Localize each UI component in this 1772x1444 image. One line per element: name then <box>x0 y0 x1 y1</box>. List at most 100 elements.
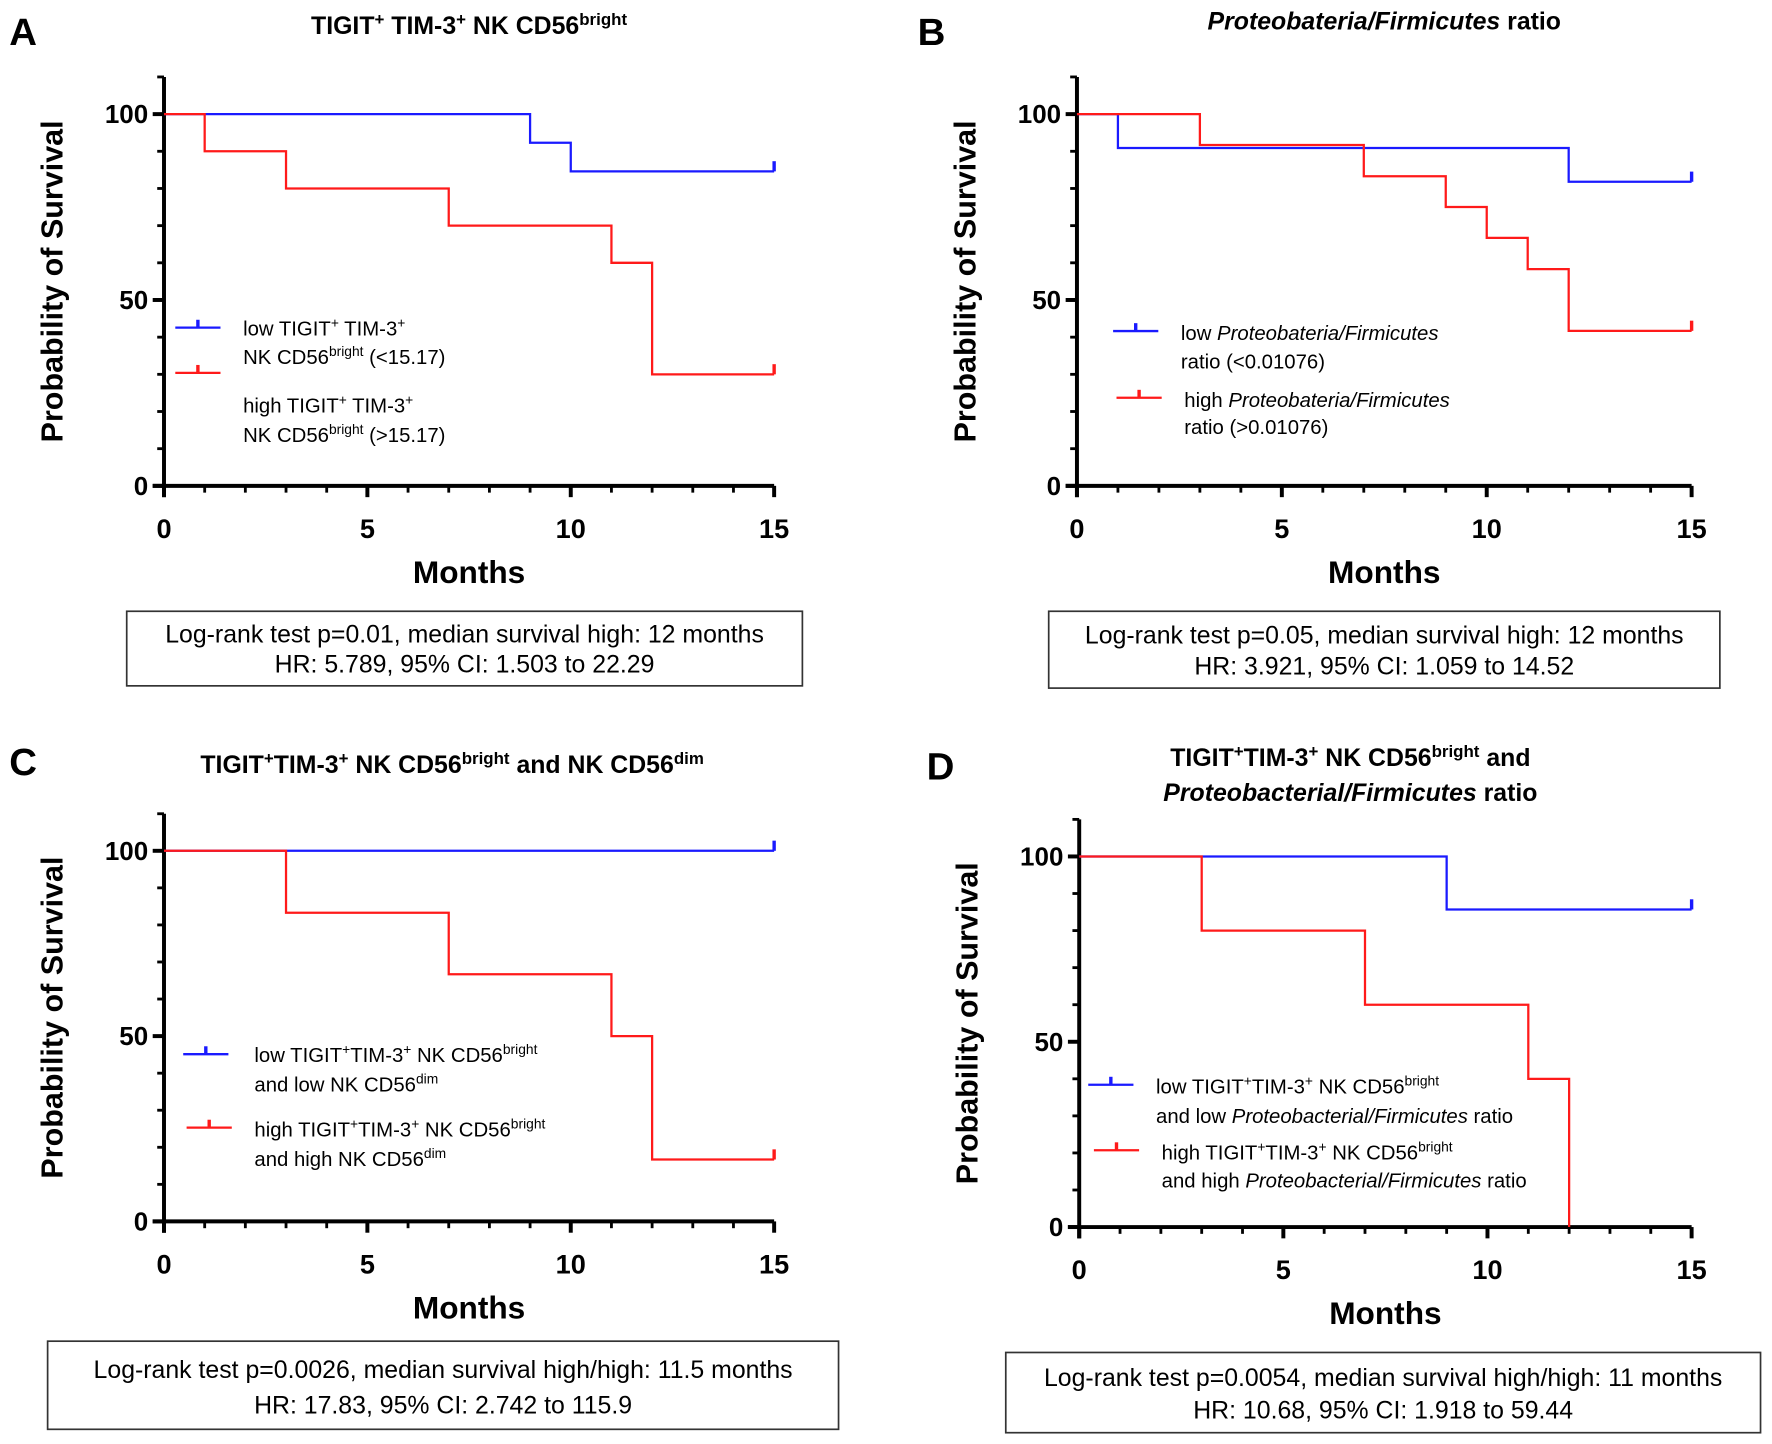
x-tick-label: 0 <box>156 513 171 544</box>
legend-label: low TIGIT+TIM-3+ NK CD56bright <box>254 1041 537 1067</box>
text-segment: and NK CD56 <box>510 752 674 779</box>
text-segment: ratio <box>1477 780 1538 807</box>
superscript: bright <box>1432 742 1480 761</box>
text-segment: high TIGIT <box>254 1120 350 1142</box>
legend-label: and high Proteobacterial/Firmicutes rati… <box>1162 1171 1527 1193</box>
superscript: + <box>375 9 385 28</box>
text-segment: high TIGIT <box>243 395 339 417</box>
stats-text: Log-rank test p=0.01, median survival hi… <box>165 622 764 649</box>
text-segment: TIM-3 <box>274 752 339 779</box>
superscript: + <box>331 315 339 331</box>
x-axis-label: Months <box>413 554 525 590</box>
stats-text: Log-rank test p=0.0026, median survival … <box>94 1357 793 1384</box>
superscript: dim <box>416 1070 438 1086</box>
stats-box <box>46 1340 840 1431</box>
text-segment: low TIGIT <box>1156 1077 1244 1099</box>
legend-label: high Proteobateria/Firmicutes <box>1184 390 1450 412</box>
text-segment: NK CD56 <box>411 1045 503 1067</box>
x-axis-label: Months <box>1328 554 1440 590</box>
legend-label: low Proteobateria/Firmicutes <box>1181 323 1439 345</box>
superscript: + <box>350 1116 358 1132</box>
chart-title: TIGIT+TIM-3+ NK CD56bright and NK CD56di… <box>200 748 703 779</box>
superscript: + <box>397 315 405 331</box>
superscript: + <box>1308 742 1318 761</box>
text-segment: NK CD56 <box>1313 1077 1405 1099</box>
x-tick-label: 10 <box>556 513 586 544</box>
x-tick-label: 5 <box>360 513 375 544</box>
superscript: bright <box>1405 1073 1440 1089</box>
text-segment: low TIGIT <box>254 1045 342 1067</box>
chart-title: TIGIT+TIM-3+ NK CD56bright and <box>1170 742 1530 773</box>
legend-label: NK CD56bright (>15.17) <box>243 421 445 447</box>
legend-label: and low NK CD56dim <box>254 1070 438 1096</box>
x-tick-label: 15 <box>1677 513 1707 544</box>
y-tick-label: 50 <box>1035 1027 1064 1057</box>
x-tick-label: 5 <box>360 1248 375 1279</box>
legend-label: ratio (<0.01076) <box>1181 351 1325 373</box>
y-tick-label: 0 <box>134 1206 148 1236</box>
legend-label: low TIGIT+ TIM-3+ <box>243 315 405 341</box>
superscript: bright <box>462 748 510 767</box>
y-axis-label: Probability of Survival <box>951 862 985 1184</box>
text-segment: TIM-3 <box>358 1120 411 1142</box>
x-axis-label: Months <box>1329 1295 1441 1331</box>
superscript: + <box>264 748 274 767</box>
text-segment: TIM-3 <box>339 319 397 341</box>
stats-box <box>1047 610 1721 689</box>
text-segment: NK CD56 <box>243 425 329 447</box>
y-tick-label: 0 <box>134 471 148 501</box>
text-segment: TIGIT <box>311 13 374 40</box>
text-segment: and low NK CD56 <box>254 1074 416 1096</box>
superscript: + <box>1305 1073 1313 1089</box>
text-segment: and high <box>1162 1171 1246 1193</box>
superscript: bright <box>511 1116 546 1132</box>
y-tick-label: 100 <box>105 836 148 866</box>
superscript: + <box>411 1116 419 1132</box>
y-axis-label: Probability of Survival <box>35 120 69 442</box>
text-segment: low <box>1181 323 1217 345</box>
text-segment: ratio (<0.01076) <box>1181 351 1325 373</box>
text-segment: TIM-3 <box>1265 1142 1318 1164</box>
x-tick-label: 15 <box>1677 1254 1707 1285</box>
text-segment: NK CD56 <box>348 752 461 779</box>
survival-curve-high <box>1076 112 1692 332</box>
text-segment: TIM-3 <box>347 395 405 417</box>
legend-label: NK CD56bright (<15.17) <box>243 343 445 369</box>
y-tick-label: 0 <box>1047 471 1061 501</box>
y-tick-label: 50 <box>119 285 148 315</box>
survival-curve-low-low <box>1079 855 1692 911</box>
superscript: + <box>1319 1138 1327 1154</box>
stats-text: HR: 17.83, 95% CI: 2.742 to 115.9 <box>254 1392 632 1419</box>
text-segment: NK CD56 <box>419 1120 511 1142</box>
superscript: bright <box>1418 1138 1453 1154</box>
text-segment: TIGIT <box>1170 745 1233 772</box>
panel-label: B <box>918 11 946 54</box>
stats-text: HR: 5.789, 95% CI: 1.503 to 22.29 <box>275 651 655 678</box>
superscript: + <box>342 1041 350 1057</box>
text-segment: (>15.17) <box>364 425 446 447</box>
superscript: + <box>339 391 347 407</box>
superscript: + <box>405 391 413 407</box>
text-segment: (<15.17) <box>364 347 446 369</box>
panel-label: D <box>927 746 955 789</box>
superscript: + <box>339 748 349 767</box>
text-segment: high <box>1184 390 1228 412</box>
x-tick-label: 5 <box>1274 513 1289 544</box>
x-tick-label: 10 <box>1472 513 1502 544</box>
italic-text: Proteobacterial/Firmicutes <box>1245 1171 1481 1193</box>
superscript: + <box>1244 1073 1252 1089</box>
text-segment: NK CD56 <box>1318 745 1431 772</box>
chart-title-line2: Proteobacterial/Firmicutes ratio <box>1163 780 1537 807</box>
y-tick-label: 0 <box>1049 1212 1063 1242</box>
y-tick-label: 50 <box>119 1021 148 1051</box>
x-tick-label: 10 <box>556 1248 586 1279</box>
text-segment: and high NK CD56 <box>254 1149 424 1171</box>
text-segment: and low <box>1156 1106 1232 1128</box>
italic-text: Proteobateria/Firmicutes <box>1228 390 1449 412</box>
italic-text: Proteobateria/Firmicutes <box>1208 8 1501 35</box>
superscript: + <box>456 9 466 28</box>
y-axis-label: Probability of Survival <box>948 120 982 442</box>
panel-label: C <box>9 741 37 784</box>
text-segment: ratio <box>1481 1171 1526 1193</box>
